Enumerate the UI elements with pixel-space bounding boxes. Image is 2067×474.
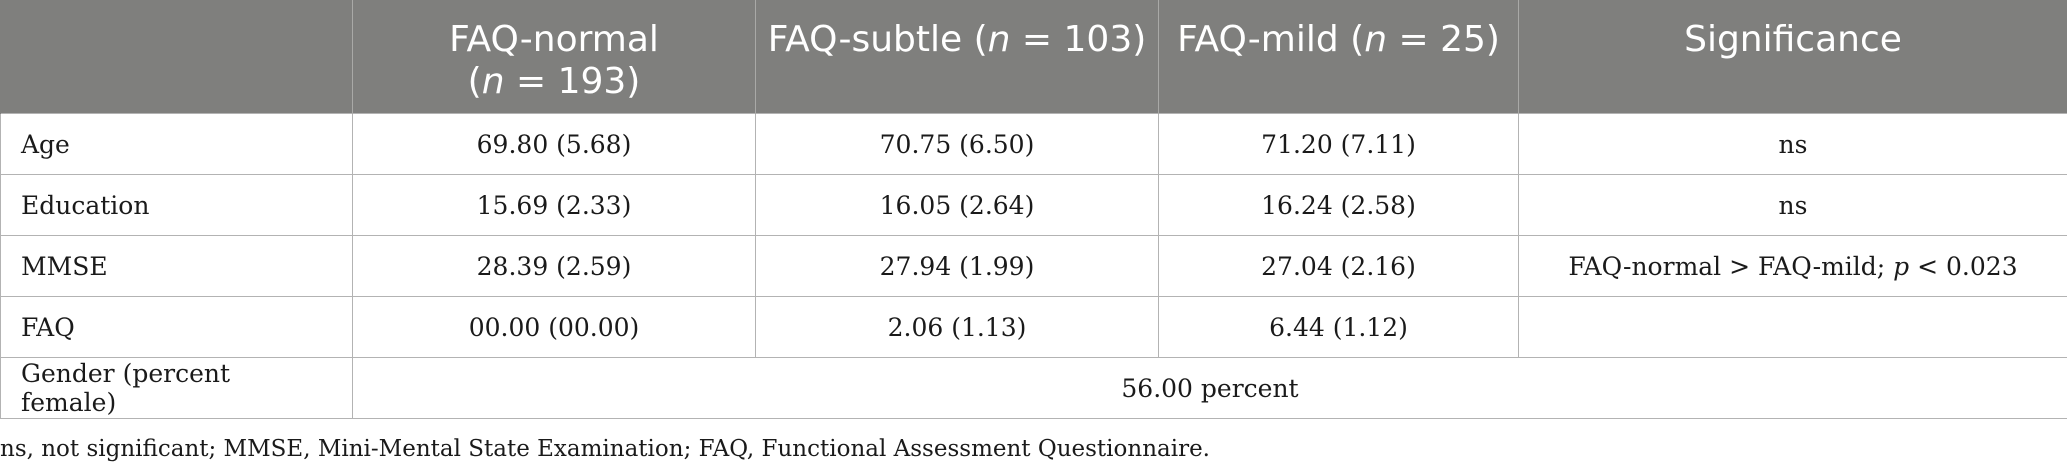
row-label: Gender (percent female) xyxy=(0,357,353,419)
table-row-age: Age 69.80 (5.68) 70.75 (6.50) 71.20 (7.1… xyxy=(0,113,2067,175)
cell-faq-subtle: 16.05 (2.64) xyxy=(755,174,1159,236)
cell-faq-mild: 71.20 (7.11) xyxy=(1158,113,1519,175)
row-label: FAQ xyxy=(0,296,353,358)
demographics-table: FAQ-normal (n = 193) FAQ-subtle (n = 103… xyxy=(0,0,2067,419)
demographics-table-container: FAQ-normal (n = 193) FAQ-subtle (n = 103… xyxy=(0,0,2067,419)
table-row-mmse: MMSE 28.39 (2.59) 27.94 (1.99) 27.04 (2.… xyxy=(0,235,2067,297)
header-cell-faq-subtle: FAQ-subtle (n = 103) xyxy=(755,0,1159,114)
table-row-education: Education 15.69 (2.33) 16.05 (2.64) 16.2… xyxy=(0,174,2067,236)
header-cell-faq-normal: FAQ-normal (n = 193) xyxy=(352,0,756,114)
cell-gender-value: 56.00 percent xyxy=(352,357,2067,419)
cell-significance: ns xyxy=(1518,174,2067,236)
cell-significance: FAQ-normal > FAQ-mild; p < 0.023 xyxy=(1518,235,2067,297)
header-row: FAQ-normal (n = 193) FAQ-subtle (n = 103… xyxy=(0,0,2067,114)
cell-faq-subtle: 2.06 (1.13) xyxy=(755,296,1159,358)
cell-faq-normal: 28.39 (2.59) xyxy=(352,235,756,297)
header-cell-blank xyxy=(0,0,353,114)
cell-faq-normal: 69.80 (5.68) xyxy=(352,113,756,175)
cell-significance: ns xyxy=(1518,113,2067,175)
header-cell-significance: Significance xyxy=(1518,0,2067,114)
cell-faq-mild: 16.24 (2.58) xyxy=(1158,174,1519,236)
row-label: Age xyxy=(0,113,353,175)
cell-faq-subtle: 70.75 (6.50) xyxy=(755,113,1159,175)
table-row-faq: FAQ 00.00 (00.00) 2.06 (1.13) 6.44 (1.12… xyxy=(0,296,2067,358)
cell-significance xyxy=(1518,296,2067,358)
cell-faq-subtle: 27.94 (1.99) xyxy=(755,235,1159,297)
row-label: MMSE xyxy=(0,235,353,297)
row-label: Education xyxy=(0,174,353,236)
table-body: Age 69.80 (5.68) 70.75 (6.50) 71.20 (7.1… xyxy=(0,113,2067,419)
table-header: FAQ-normal (n = 193) FAQ-subtle (n = 103… xyxy=(0,0,2067,114)
table-footnote: ns, not significant; MMSE, Mini-Mental S… xyxy=(0,436,1210,462)
cell-faq-mild: 6.44 (1.12) xyxy=(1158,296,1519,358)
table-row-gender: Gender (percent female) 56.00 percent xyxy=(0,357,2067,419)
cell-faq-normal: 15.69 (2.33) xyxy=(352,174,756,236)
cell-faq-normal: 00.00 (00.00) xyxy=(352,296,756,358)
cell-faq-mild: 27.04 (2.16) xyxy=(1158,235,1519,297)
header-cell-faq-mild: FAQ-mild (n = 25) xyxy=(1158,0,1519,114)
